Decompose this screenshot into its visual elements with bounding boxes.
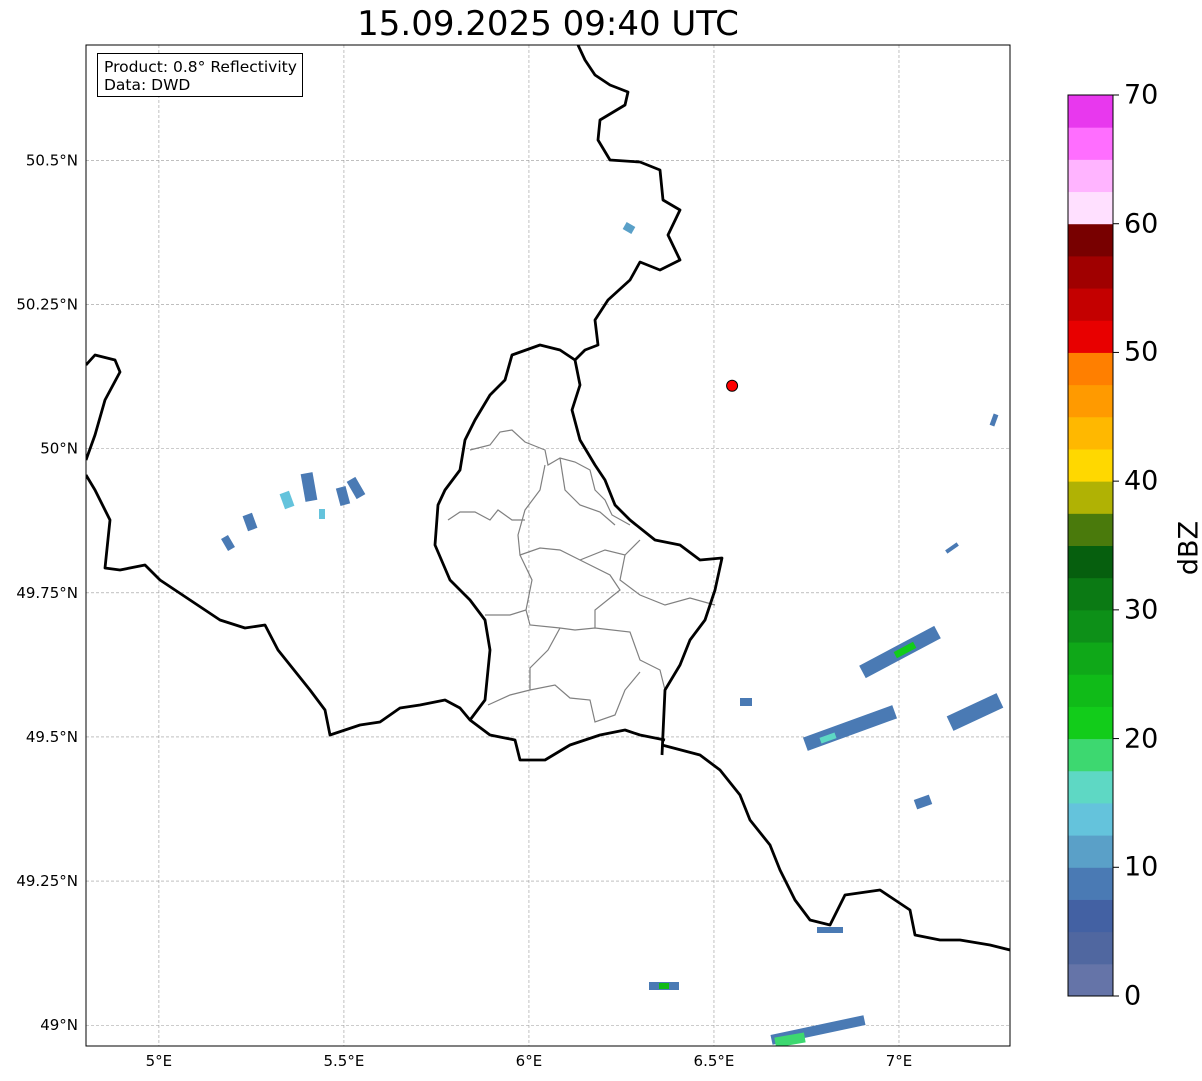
colorbar-bin	[1068, 706, 1113, 740]
data-source-label: Data: DWD	[104, 76, 191, 94]
colorbar-tick-label: 10	[1124, 851, 1159, 883]
product-info-box: Product: 0.8° Reflectivity Data: DWD	[97, 53, 303, 97]
colorbar-bin	[1068, 288, 1113, 321]
radar-echo	[242, 512, 258, 532]
lon-tick-label: 6°E	[516, 1052, 543, 1070]
radar-echo	[893, 641, 917, 659]
radar-echo	[319, 509, 325, 519]
colorbar-bin	[1068, 159, 1113, 193]
colorbar-bin	[1068, 191, 1113, 225]
lat-tick-label: 49.5°N	[26, 728, 78, 746]
lat-tick-label: 50.25°N	[16, 295, 78, 313]
product-label: Product: 0.8° Reflectivity	[104, 58, 297, 76]
radar-echo	[279, 490, 295, 510]
radar-echo	[346, 476, 366, 500]
colorbar-bin	[1068, 963, 1113, 997]
colorbar-bin	[1068, 899, 1113, 933]
colorbar-tick-label: 50	[1124, 336, 1159, 368]
radar-echo	[774, 1032, 806, 1046]
lon-tick-label: 5.5°E	[323, 1052, 364, 1070]
radar-echo	[335, 486, 351, 506]
radar-echo	[300, 472, 318, 502]
radar-echo	[659, 983, 669, 989]
colorbar-bin	[1068, 545, 1113, 579]
radar-site-marker	[726, 379, 739, 392]
colorbar-bin	[1068, 448, 1113, 482]
lat-tick-label: 49.75°N	[16, 584, 78, 602]
lon-tick-label: 7°E	[886, 1052, 913, 1070]
gridlines	[86, 45, 1010, 1046]
plot-frame	[85, 44, 1011, 1047]
colorbar-tick-label: 70	[1124, 79, 1159, 111]
colorbar-tick-label: 60	[1124, 208, 1159, 240]
colorbar-tick-label: 0	[1124, 980, 1142, 1012]
colorbar-bin	[1068, 481, 1113, 514]
lat-tick-label: 50°N	[40, 440, 78, 458]
colorbar-label: dBZ	[1173, 520, 1202, 576]
colorbar-bin	[1068, 416, 1113, 450]
colorbar-bin	[1068, 867, 1113, 900]
colorbar-bin	[1068, 802, 1113, 836]
axis-ticks: 5°E 5.5°E 6°E 6.5°E 7°E 50.5°N 50.25°N 50°N 49.7…	[16, 151, 912, 1070]
radar-echo	[622, 222, 636, 234]
colorbar-bin	[1068, 223, 1113, 257]
colorbar-bin	[1068, 255, 1113, 289]
colorbar-bin	[1068, 127, 1113, 160]
colorbar-bin	[1068, 513, 1113, 546]
lon-tick-label: 5°E	[146, 1052, 173, 1070]
map-title: 15.09.2025 09:40 UTC	[357, 4, 739, 44]
radar-echo	[946, 693, 1004, 731]
radar-echo	[945, 542, 959, 554]
radar-echo	[740, 698, 752, 706]
colorbar-bin	[1068, 835, 1113, 868]
colorbar-bin	[1068, 642, 1113, 675]
colorbar-bin	[1068, 384, 1113, 418]
colorbar-bin	[1068, 95, 1113, 128]
lat-tick-label: 49°N	[40, 1016, 78, 1034]
colorbar-bin	[1068, 352, 1113, 386]
colorbar-bin	[1068, 609, 1113, 643]
radar-echo	[989, 413, 999, 427]
colorbar-tick-label: 30	[1124, 594, 1159, 626]
colorbar-bin	[1068, 770, 1113, 804]
radar-echo	[913, 794, 933, 810]
radar-echoes	[221, 222, 1004, 1046]
colorbar-tick-label: 40	[1124, 465, 1159, 497]
plot-area	[86, 45, 1010, 1046]
colorbar-bin	[1068, 738, 1113, 772]
lat-tick-label: 50.5°N	[26, 151, 78, 169]
colorbar-bin	[1068, 674, 1113, 707]
lon-tick-label: 6.5°E	[694, 1052, 735, 1070]
colorbar-tick-label: 20	[1124, 723, 1159, 755]
radar-echo	[817, 927, 843, 933]
radar-echo	[819, 732, 837, 744]
colorbar-bin	[1068, 577, 1113, 611]
luxembourg-canton-boundaries	[447, 429, 716, 723]
country-borders	[86, 45, 1010, 952]
radar-echo	[221, 534, 235, 552]
colorbar	[1067, 94, 1119, 997]
lat-tick-label: 49.25°N	[16, 872, 78, 890]
colorbar-bin	[1068, 931, 1113, 965]
colorbar-frame	[1067, 94, 1114, 997]
colorbar-bin	[1068, 320, 1113, 353]
